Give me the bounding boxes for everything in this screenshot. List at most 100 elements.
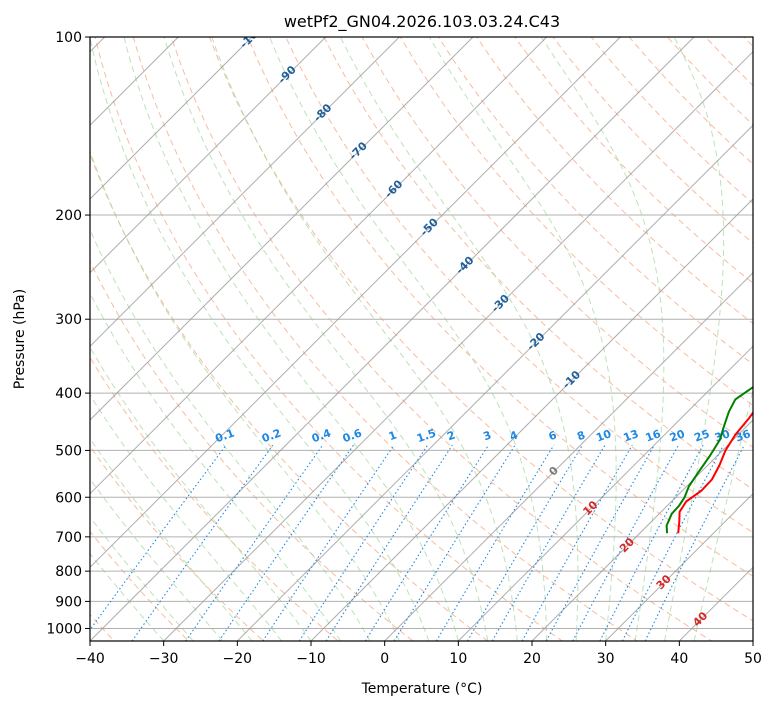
mixing-ratio-label: 6 (547, 428, 559, 443)
dry-adiabat-line (94, 37, 564, 641)
profile-series (665, 386, 753, 534)
isotherm-line (457, 345, 753, 641)
mixing-ratio-line (393, 444, 516, 641)
moist-adiabat-line (90, 292, 341, 641)
mixing-ratio-line (521, 444, 633, 641)
x-tick-label: −10 (296, 651, 326, 667)
moist-adiabat-line (540, 37, 665, 641)
dry-adiabat-line (132, 37, 638, 641)
mixing-ratio-line (262, 444, 395, 641)
x-axis-ticks: −40 −30 −20 −10 0 10 20 30 40 50 (75, 641, 762, 667)
mixing-ratio-label: 20 (668, 427, 687, 445)
mixing-ratio-label: 4 (508, 428, 520, 443)
dry-adiabat-line (247, 37, 753, 577)
mixing-ratio-label: 1.5 (415, 426, 438, 445)
mixing-ratio-line (644, 444, 745, 641)
mixing-ratio-line (131, 444, 274, 641)
y-tick-label: 200 (55, 208, 82, 224)
isotherm-line (90, 37, 327, 274)
isotherm-line (531, 419, 753, 641)
y-tick-label: 1000 (46, 621, 82, 637)
moist-adiabat-line (693, 387, 753, 641)
mixing-ratio-lines (90, 444, 745, 641)
x-tick-label: 40 (670, 651, 688, 667)
x-tick-label: −40 (75, 651, 105, 667)
isotherm-line (384, 271, 753, 641)
moist-adiabat-line (428, 37, 617, 641)
mixing-ratio-line (621, 444, 724, 641)
mixing-ratio-label: 8 (575, 428, 587, 443)
dewpoint-profile-line (665, 386, 753, 534)
mixing-ratio-label: 25 (692, 427, 711, 444)
dry-adiabat-line (208, 37, 753, 622)
x-tick-label: −30 (149, 651, 179, 667)
y-axis-label: Pressure (hPa) (12, 289, 28, 389)
y-tick-label: 600 (55, 490, 82, 506)
moist-adiabat-line (123, 37, 459, 641)
mixing-ratio-line (545, 444, 655, 641)
isotherm-line (90, 37, 621, 569)
mixing-ratio-label: 10 (594, 427, 613, 445)
y-tick-label: 100 (55, 30, 82, 46)
moist-adiabat-line (269, 37, 548, 641)
isotherm-line (90, 37, 695, 641)
chart-title: wetPf2_GN04.2026.103.03.24.C43 (284, 12, 560, 32)
isotherm-line (90, 37, 400, 348)
dry-adiabat-line (361, 37, 753, 448)
moist-adiabat-line (90, 478, 223, 641)
mixing-ratio-line (185, 444, 324, 641)
dry-adiabat-line (323, 37, 753, 491)
moist-adiabat-line (90, 437, 253, 641)
mixing-ratio-label: 30 (713, 427, 732, 445)
moist-adiabat-line (90, 37, 430, 641)
x-tick-label: 0 (380, 651, 389, 667)
isotherm-line (605, 492, 753, 641)
y-tick-label: 300 (55, 312, 82, 328)
y-axis-ticks: 1000 900 800 700 600 500 400 300 200 100 (46, 30, 90, 637)
isotherm-line (90, 37, 548, 495)
isotherms (90, 37, 753, 641)
moist-adiabat-line (90, 394, 282, 641)
plot-frame (89, 36, 754, 642)
mixing-ratio-label: 0.4 (310, 426, 333, 445)
isotherm-line (163, 50, 753, 641)
dry-adiabat-line (90, 356, 339, 641)
mixing-ratio-line (435, 444, 555, 641)
dry-adiabat-line (514, 37, 753, 284)
x-tick-label: 20 (523, 651, 541, 667)
y-tick-label: 700 (55, 530, 82, 546)
moist-adiabat-line (163, 37, 489, 641)
x-tick-label: 30 (597, 651, 615, 667)
mixing-ratio-line (218, 444, 354, 641)
moist-adiabat-line (90, 228, 371, 641)
isotherm-line (90, 37, 253, 200)
x-axis-label: Temperature (°C) (361, 681, 483, 697)
moist-adiabat-line (664, 37, 725, 641)
mixing-ratio-label: 1 (387, 428, 399, 443)
dry-adiabats (90, 37, 753, 641)
moist-adiabat-line (90, 516, 194, 641)
dry-adiabat-line (476, 37, 753, 325)
dry-adiabat-line (90, 152, 489, 641)
x-tick-label: 50 (744, 651, 762, 667)
mixing-ratio-label: 2 (445, 428, 457, 443)
isotherm-line (90, 37, 474, 421)
y-tick-label: 400 (55, 386, 82, 402)
mixing-ratio-label: 3 (481, 428, 493, 443)
dry-adiabat-line (90, 260, 414, 641)
mixing-ratio-label: 0.2 (260, 426, 283, 445)
temperature-profile-line (677, 410, 753, 534)
y-tick-label: 800 (55, 564, 82, 580)
dry-adiabat-line (170, 37, 713, 641)
x-tick-label: 10 (449, 651, 467, 667)
mixing-ratio-line (298, 444, 429, 641)
moist-adiabat-line (211, 37, 518, 641)
dry-adiabat-line (90, 445, 265, 641)
mixing-ratio-label: 16 (644, 427, 663, 445)
mixing-ratio-line (364, 444, 489, 641)
mixing-ratio-label: 13 (622, 427, 641, 444)
moist-adiabat-line (90, 552, 165, 641)
isotherm-line (310, 198, 753, 641)
y-tick-label: 900 (55, 594, 82, 610)
